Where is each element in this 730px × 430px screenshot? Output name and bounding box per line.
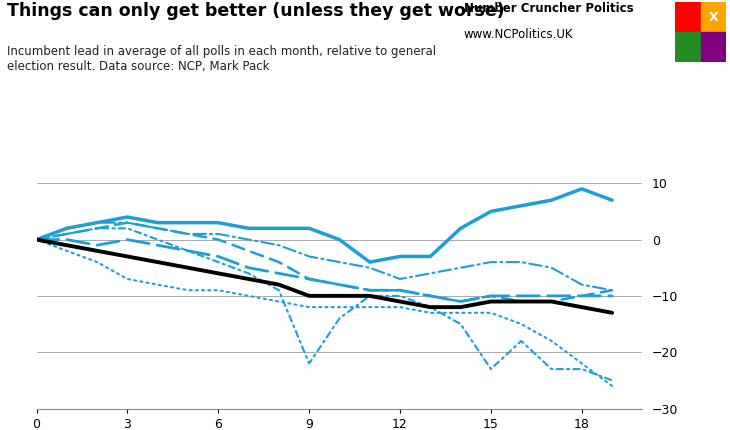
Bar [701, 2, 726, 32]
Text: Things can only get better (unless they get worse): Things can only get better (unless they … [7, 2, 505, 20]
Bar [675, 32, 701, 62]
Text: X: X [709, 11, 718, 24]
Bar [701, 32, 726, 62]
Text: Incumbent lead in average of all polls in each month, relative to general
electi: Incumbent lead in average of all polls i… [7, 45, 437, 73]
Text: Number Cruncher Politics: Number Cruncher Politics [464, 2, 633, 15]
Bar [675, 2, 701, 32]
Text: www.NCPolitics.UK: www.NCPolitics.UK [464, 28, 573, 41]
